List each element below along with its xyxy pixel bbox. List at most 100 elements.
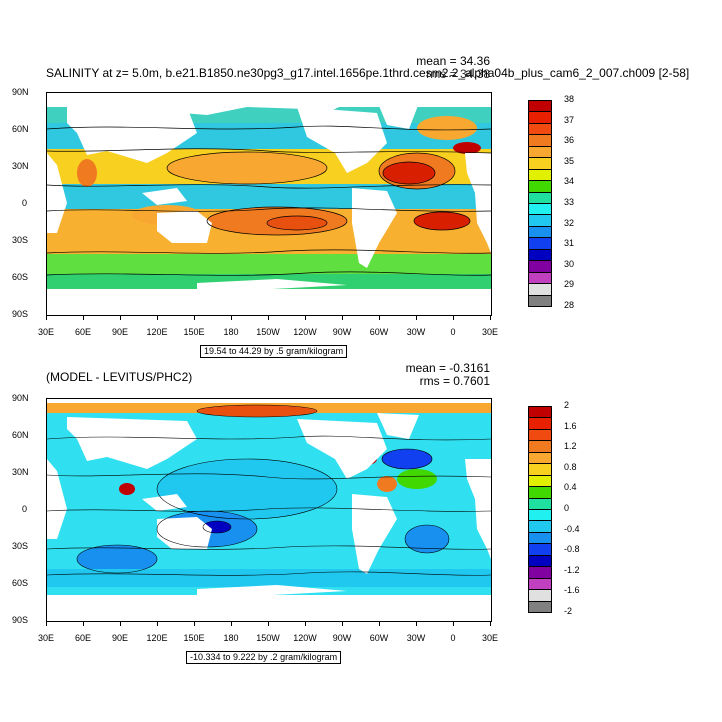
panel1-range-box: 19.54 to 44.29 by .5 gram/kilogram bbox=[200, 345, 348, 358]
panel2-lon-label: 90E bbox=[111, 633, 128, 643]
panel1-lon-label: 30W bbox=[406, 327, 426, 337]
panel1-colorbar-label: 30 bbox=[564, 258, 575, 269]
panel2-lat-0: 0 bbox=[22, 504, 28, 514]
panel1-colorbar-label: 34 bbox=[564, 176, 575, 187]
panel1-colorbar-label: 33 bbox=[564, 197, 575, 207]
panel2-lon-tickmark bbox=[120, 621, 121, 626]
panel2-colorbar-label: 0.8 bbox=[564, 461, 577, 472]
panel2-lon-tickmark bbox=[231, 621, 232, 626]
panel1-colorbar-label: 37 bbox=[564, 114, 575, 125]
panel1-lon-label: 120E bbox=[146, 327, 168, 337]
panel1-lat-30s: 30S bbox=[12, 235, 29, 245]
panel2-title: (MODEL - LEVITUS/PHC2) bbox=[46, 370, 193, 384]
panel1-lat-90n: 90N bbox=[12, 87, 29, 97]
panel2-lat-30s: 30S bbox=[12, 541, 29, 551]
panel1-lon-label: 150E bbox=[183, 327, 205, 337]
panel2-colorbar-label: -2 bbox=[564, 606, 573, 616]
panel1-lon-tickmark bbox=[305, 315, 306, 320]
panel1-colorbar-label: 38 bbox=[564, 94, 575, 104]
panel1-lat-60s: 60S bbox=[12, 272, 29, 282]
panel2-range-box: -10.334 to 9.222 by .2 gram/kilogram bbox=[186, 651, 342, 664]
panel1-lon-tickmark bbox=[120, 315, 121, 320]
panel1-lon-label: 60W bbox=[369, 327, 389, 337]
panel1-lat-30n: 30N bbox=[12, 161, 29, 171]
panel2-lon-tickmark bbox=[46, 621, 47, 626]
panel1-title: SALINITY at z= 5.0m, b.e21.B1850.ne30pg3… bbox=[46, 66, 690, 80]
panel2-lon-tickmark bbox=[268, 621, 269, 626]
panel2-lat-90s: 90S bbox=[12, 615, 29, 625]
panel1-colorbar-box bbox=[528, 294, 552, 307]
panel2-lon-tickmark bbox=[490, 621, 491, 626]
panel1-lon-label: 30E bbox=[37, 327, 54, 337]
panel1-colorbar-label: 31 bbox=[564, 238, 575, 249]
panel2-colorbar-label: 1.6 bbox=[564, 420, 577, 431]
panel2-lon-label: 150E bbox=[183, 633, 205, 643]
panel1-lon-label: 120W bbox=[293, 327, 317, 337]
panel1-lon-tickmark bbox=[342, 315, 343, 320]
panel1-rms: rms = 34.38 bbox=[426, 67, 490, 81]
panel1-lon-tickmark bbox=[194, 315, 195, 320]
panel1-mean: mean = 34.36 bbox=[416, 54, 490, 68]
panel2-lon-label: 180 bbox=[223, 633, 239, 643]
panel2-colorbar-label: 1.2 bbox=[564, 441, 577, 452]
panel2-colorbar-label: 2 bbox=[564, 400, 570, 410]
panel2-colorbar-box bbox=[528, 600, 552, 613]
panel1-colorbar: 38 37 36 35 34 33 32 31 30 29 28 bbox=[528, 94, 574, 310]
panel1-lon-label: 90E bbox=[111, 327, 128, 337]
panel1-lon-label: 30E bbox=[481, 327, 498, 337]
panel2-lon-label: 30E bbox=[37, 633, 54, 643]
panel1-colorbar-label: 29 bbox=[564, 279, 575, 290]
panel2-lon-label: 120W bbox=[293, 633, 317, 643]
panel1-lat-90s: 90S bbox=[12, 309, 29, 319]
panel2-lat-30n: 30N bbox=[12, 467, 29, 477]
panel2-lon-label: 90W bbox=[332, 633, 352, 643]
panel1-lon-tickmark bbox=[268, 315, 269, 320]
panel1-lon-label: 60E bbox=[74, 327, 91, 337]
panel1-lon-tickmark bbox=[490, 315, 491, 320]
panel2-mean: mean = -0.3161 bbox=[405, 361, 490, 375]
panel1-lon-tickmark bbox=[453, 315, 454, 320]
panel2-lon-label: 150W bbox=[256, 633, 280, 643]
panel2-lon-label: 120E bbox=[146, 633, 168, 643]
panel2-lat-60s: 60S bbox=[12, 578, 29, 588]
panel2-lon-tickmark bbox=[342, 621, 343, 626]
panel2-lat-90n: 90N bbox=[12, 393, 29, 403]
panel1-colorbar-label: 28 bbox=[564, 300, 575, 310]
panel2-colorbar: 2 1.6 1.2 0.8 0.4 0 -0.4 -0.8 -1.2 -1.6 -2 bbox=[528, 400, 580, 616]
panel2-lon-tickmark bbox=[453, 621, 454, 626]
panel1-lon-label: 180 bbox=[223, 327, 239, 337]
panel2-colorbar-label: -0.8 bbox=[564, 544, 580, 555]
panel2-colorbar-label: 0.4 bbox=[564, 482, 577, 493]
panel1-colorbar-label: 32 bbox=[564, 217, 575, 228]
panel2-colorbar-label: -1.2 bbox=[564, 564, 580, 575]
panel2-colorbar-label: -1.6 bbox=[564, 585, 580, 596]
panel1-lat-60n: 60N bbox=[12, 124, 29, 134]
panel1-colorbar-label: 36 bbox=[564, 135, 575, 146]
panel2-lon-label: 60E bbox=[74, 633, 91, 643]
panel2-colorbar-label: -0.4 bbox=[564, 523, 580, 534]
panel2-lon-tickmark bbox=[157, 621, 158, 626]
panel2-lon-tickmark bbox=[416, 621, 417, 626]
panel1-colorbar-label: 35 bbox=[564, 155, 575, 166]
panel2-lon-tickmark bbox=[305, 621, 306, 626]
panel1-lon-label: 150W bbox=[256, 327, 280, 337]
panel2-difference-map bbox=[46, 398, 492, 622]
panel2-lon-tickmark bbox=[194, 621, 195, 626]
panel2-lat-60n: 60N bbox=[12, 430, 29, 440]
panel1-salinity-map bbox=[46, 92, 492, 316]
panel2-lon-label: 30W bbox=[406, 633, 426, 643]
panel1-lon-label: 0 bbox=[450, 327, 456, 337]
panel2-colorbar-label: 0 bbox=[564, 503, 570, 513]
panel1-lon-tickmark bbox=[231, 315, 232, 320]
panel1-lon-tickmark bbox=[416, 315, 417, 320]
panel1-lon-label: 90W bbox=[332, 327, 352, 337]
panel1-lon-tickmark bbox=[83, 315, 84, 320]
panel1-lon-tickmark bbox=[379, 315, 380, 320]
panel1-lon-tickmark bbox=[46, 315, 47, 320]
panel2-rms: rms = 0.7601 bbox=[419, 374, 490, 388]
panel1-lon-tickmark bbox=[157, 315, 158, 320]
panel2-lon-label: 30E bbox=[481, 633, 498, 643]
panel1-lat-0: 0 bbox=[22, 198, 28, 208]
panel2-lon-tickmark bbox=[83, 621, 84, 626]
panel2-lon-label: 0 bbox=[450, 633, 456, 643]
